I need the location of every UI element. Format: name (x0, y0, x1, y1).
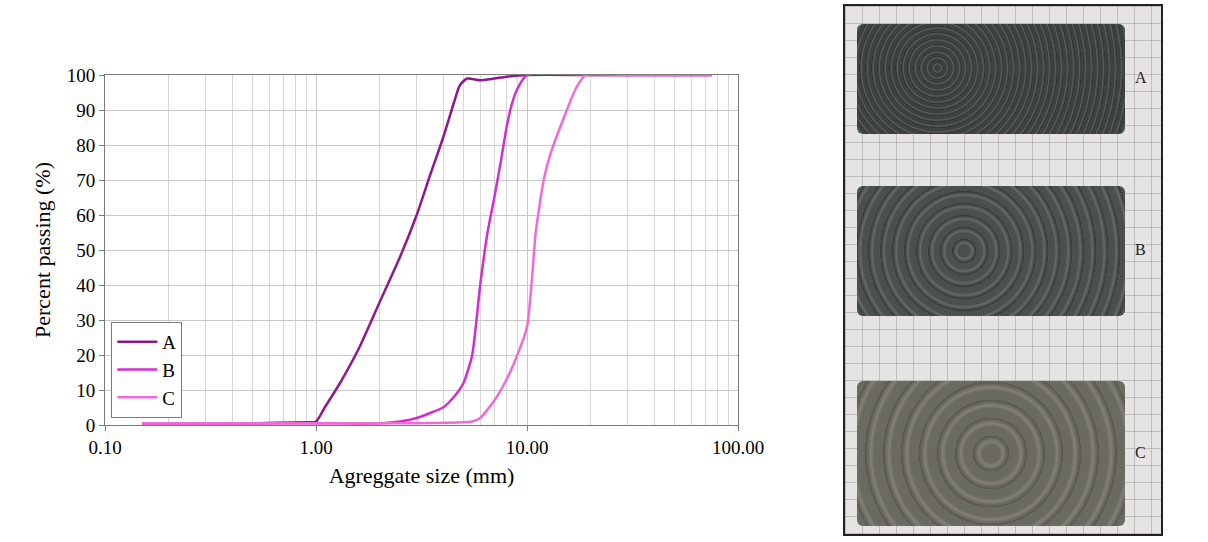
svg-text:10: 10 (76, 380, 95, 401)
svg-text:100.00: 100.00 (712, 437, 764, 458)
svg-text:30: 30 (76, 310, 95, 331)
svg-text:C: C (162, 388, 175, 409)
svg-text:90: 90 (76, 100, 95, 121)
svg-text:70: 70 (76, 170, 95, 191)
svg-text:20: 20 (76, 345, 95, 366)
svg-text:10.00: 10.00 (506, 437, 549, 458)
svg-text:0: 0 (86, 415, 96, 436)
svg-text:Percent passing (%): Percent passing (%) (30, 162, 55, 338)
svg-text:80: 80 (76, 135, 95, 156)
svg-text:B: B (162, 360, 175, 381)
svg-text:Agreggate size (mm): Agreggate size (mm) (329, 463, 515, 488)
svg-text:60: 60 (76, 205, 95, 226)
html-text:C: C (1135, 443, 1146, 461)
svg-text:50: 50 (76, 240, 95, 261)
svg-text:100: 100 (67, 65, 96, 86)
html-text:B: B (1135, 241, 1146, 258)
svg-text:0.10: 0.10 (88, 437, 121, 458)
svg-text:40: 40 (76, 275, 95, 296)
svg-text:1.00: 1.00 (299, 437, 332, 458)
html-text:A: A (1135, 69, 1147, 86)
svg-text:A: A (162, 332, 176, 353)
